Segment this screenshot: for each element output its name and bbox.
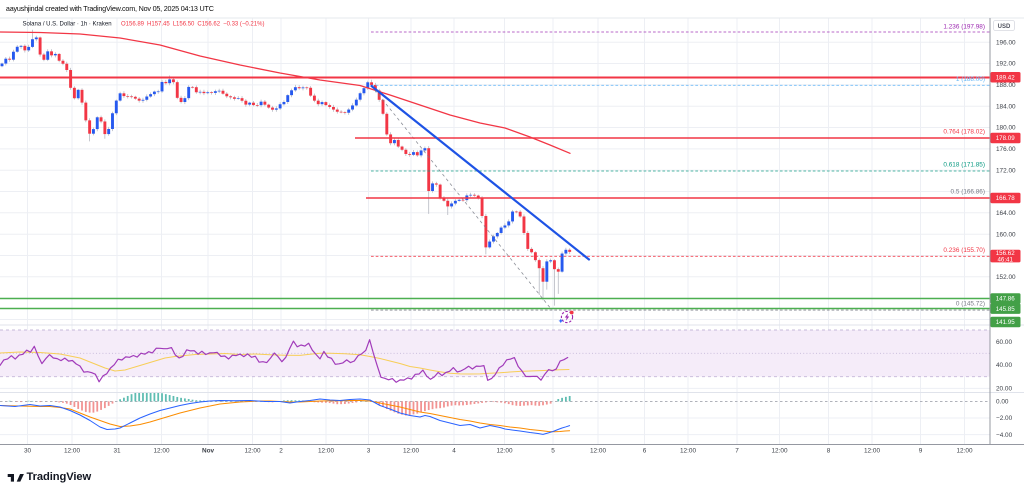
svg-text:12:00: 12:00	[154, 448, 170, 455]
svg-text:60.00: 60.00	[996, 339, 1012, 346]
svg-text:196.00: 196.00	[996, 39, 1016, 46]
svg-text:189.42: 189.42	[996, 75, 1015, 82]
svg-text:0.618 (171.85): 0.618 (171.85)	[943, 162, 985, 169]
svg-text:1 (188.00): 1 (188.00)	[956, 76, 985, 83]
svg-text:1.236 (197.98): 1.236 (197.98)	[943, 23, 985, 30]
svg-text:2: 2	[279, 448, 283, 455]
svg-text:O156.89 H157.45 L156.50 C156.6: O156.89 H157.45 L156.50 C156.62 −0.33 (−…	[121, 21, 264, 27]
svg-text:12:00: 12:00	[957, 448, 973, 455]
svg-text:152.00: 152.00	[996, 274, 1016, 281]
svg-text:192.00: 192.00	[996, 61, 1016, 68]
svg-text:5: 5	[551, 448, 555, 455]
svg-text:8: 8	[827, 448, 831, 455]
svg-text:12:00: 12:00	[64, 448, 80, 455]
svg-text:20.00: 20.00	[996, 386, 1012, 393]
svg-text:188.00: 188.00	[996, 82, 1016, 89]
svg-text:180.00: 180.00	[996, 125, 1016, 132]
svg-text:166.78: 166.78	[996, 195, 1015, 202]
svg-text:0 (145.72): 0 (145.72)	[956, 301, 985, 308]
svg-text:12:00: 12:00	[497, 448, 513, 455]
svg-text:164.00: 164.00	[996, 210, 1016, 217]
svg-text:0.5 (166.86): 0.5 (166.86)	[951, 188, 985, 195]
svg-text:176.00: 176.00	[996, 146, 1016, 153]
svg-text:12:00: 12:00	[318, 448, 334, 455]
svg-text:7: 7	[735, 448, 739, 455]
svg-text:Nov: Nov	[202, 448, 215, 455]
svg-text:−2.00: −2.00	[996, 415, 1013, 422]
svg-text:12:00: 12:00	[772, 448, 788, 455]
svg-text:USD: USD	[998, 24, 1011, 30]
svg-text:4: 4	[452, 448, 456, 455]
svg-text:184.00: 184.00	[996, 103, 1016, 110]
svg-text:145.85: 145.85	[996, 306, 1015, 313]
svg-text:12:00: 12:00	[403, 448, 419, 455]
svg-text:aayushjindal created with Trad: aayushjindal created with TradingView.co…	[6, 4, 214, 13]
svg-text:147.86: 147.86	[996, 296, 1015, 303]
svg-text:12:00: 12:00	[680, 448, 696, 455]
svg-text:40.00: 40.00	[996, 362, 1012, 369]
svg-text:156.62: 156.62	[996, 250, 1015, 257]
svg-text:46:41: 46:41	[997, 256, 1013, 263]
svg-text:3: 3	[367, 448, 371, 455]
svg-text:6: 6	[643, 448, 647, 455]
svg-text:12:00: 12:00	[590, 448, 606, 455]
svg-text:0.236 (155.70): 0.236 (155.70)	[943, 247, 985, 254]
svg-text:Solana / U.S. Dollar · 1h · Kr: Solana / U.S. Dollar · 1h · Kraken	[23, 21, 112, 27]
svg-text:TradingView: TradingView	[27, 471, 92, 483]
svg-text:−4.00: −4.00	[996, 432, 1013, 439]
svg-text:12:00: 12:00	[245, 448, 261, 455]
svg-text:141.95: 141.95	[996, 319, 1015, 326]
svg-text:160.00: 160.00	[996, 231, 1016, 238]
svg-text:0.764 (178.02): 0.764 (178.02)	[943, 129, 985, 136]
svg-text:30: 30	[24, 448, 32, 455]
svg-text:9: 9	[919, 448, 923, 455]
svg-text:0.00: 0.00	[996, 399, 1009, 406]
svg-text:31: 31	[113, 448, 121, 455]
svg-text:172.00: 172.00	[996, 167, 1016, 174]
svg-text:178.09: 178.09	[996, 135, 1015, 142]
svg-text:12:00: 12:00	[864, 448, 880, 455]
